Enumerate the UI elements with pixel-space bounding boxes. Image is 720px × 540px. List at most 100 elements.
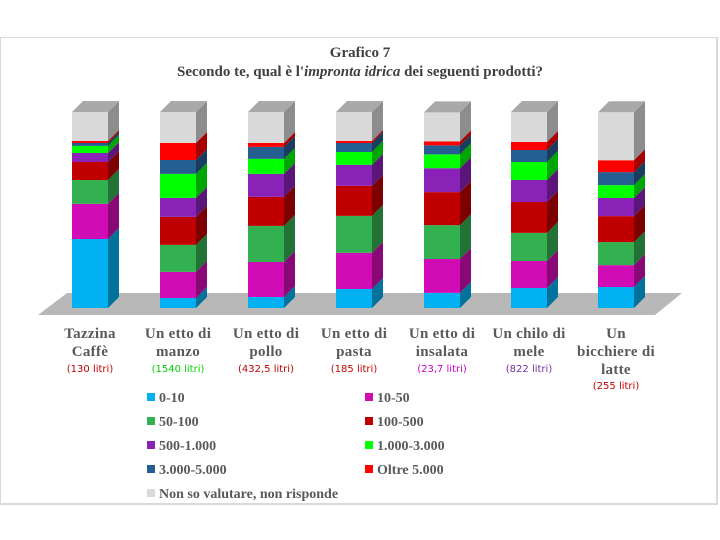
bar-segment-front <box>336 288 372 308</box>
bar-segment-side <box>547 221 558 261</box>
bar-segment-front <box>511 161 547 181</box>
bar-segment-side <box>460 281 471 308</box>
bar-segment-front <box>160 271 196 299</box>
legend-item: 50-100 <box>147 415 199 431</box>
bar-segment-front <box>72 161 108 181</box>
legend-swatch-icon <box>147 465 155 473</box>
bar-segment-side <box>196 287 207 308</box>
chart-title-line2: Secondo te, qual è l'impronta idrica dei… <box>0 63 720 82</box>
category-label: Tazzina Caffè <box>40 325 140 361</box>
bar-segment-front <box>511 180 547 202</box>
legend-swatch-icon <box>147 417 155 425</box>
chart-title: Grafico 7 Secondo te, qual è l'impronta … <box>0 44 720 82</box>
bar-segment-side <box>372 131 383 152</box>
bar-segment-front <box>160 197 196 217</box>
bar-segment-front <box>598 265 634 288</box>
bar-segment-side <box>547 277 558 308</box>
bar-segment-side <box>372 277 383 308</box>
bar-segment-front <box>598 198 634 217</box>
bar-segment-side <box>284 131 295 147</box>
legend-swatch-icon <box>365 417 373 425</box>
bar-segment-front <box>160 142 196 161</box>
bar-segment-side <box>547 150 558 181</box>
bar-segment-front <box>160 112 196 143</box>
bar-segment-front <box>160 298 196 308</box>
bar-segment-side <box>196 101 207 143</box>
bar-segment-front <box>424 259 460 293</box>
bar-segment-side <box>108 228 119 308</box>
category-label-line: mele <box>513 344 545 360</box>
bar-segment-front <box>336 112 372 142</box>
bar-segment-front <box>424 192 460 226</box>
bar-segment-side <box>284 286 295 308</box>
bar-segment-front <box>424 154 460 169</box>
legend-item: 3.000-5.000 <box>147 463 227 479</box>
bar-segment-side <box>372 174 383 216</box>
category-label-line: pollo <box>249 344 283 360</box>
bar-segment-side <box>634 187 645 217</box>
bar-segment-side <box>108 141 119 162</box>
bar-segment-front <box>72 112 108 142</box>
bar-segment-front <box>511 150 547 162</box>
bar-segment-front <box>160 244 196 272</box>
legend-item: Oltre 5.000 <box>365 463 444 479</box>
bar-top <box>160 101 207 112</box>
bar-segment-front <box>248 261 284 298</box>
bar-segment-front <box>598 287 634 308</box>
bar-segment-side <box>460 130 471 146</box>
legend-item: 500-1.000 <box>147 439 216 455</box>
bar-segment-front <box>511 288 547 308</box>
legend-label: 50-100 <box>159 415 199 430</box>
chart-title-line1: Grafico 7 <box>329 45 391 61</box>
bar-segment-front <box>248 173 284 197</box>
bar-segment-side <box>196 186 207 217</box>
legend-swatch-icon <box>365 393 373 401</box>
bar-segment-front <box>424 141 460 146</box>
legend-label: 1.000-3.000 <box>377 439 445 454</box>
bar-segment-front <box>72 203 108 240</box>
legend-swatch-icon <box>365 441 373 449</box>
category-label-line: latte <box>601 362 631 378</box>
category-label-line: Un <box>606 326 626 342</box>
bar-segment-front <box>598 160 634 173</box>
bar-segment-side <box>547 249 558 289</box>
bar-segment-side <box>372 204 383 253</box>
bar-segment-side <box>460 134 471 155</box>
bar-top <box>424 101 471 113</box>
category-label: Un etto di manzo <box>128 325 228 361</box>
litri-annotation: (432,5 litri) <box>238 364 294 375</box>
bar-segment-front <box>511 260 547 289</box>
bar-segment-front <box>160 216 196 245</box>
legend-label: 100-500 <box>377 415 424 430</box>
litri-annotation: (255 litri) <box>592 381 640 392</box>
legend-label: 500-1.000 <box>159 439 217 454</box>
bar-segment-side <box>284 135 295 159</box>
litri-annotation: (23,7 litri) <box>417 364 467 375</box>
bar-segment-side <box>108 169 119 204</box>
bars-group <box>72 101 645 308</box>
legend-label: 3.000-5.000 <box>159 463 227 478</box>
bar-segment-side <box>547 130 558 151</box>
bar-segment-front <box>72 152 108 162</box>
legend-label: 10-50 <box>377 391 410 406</box>
title-text-post: dei seguenti prodotti? <box>400 64 543 80</box>
bar-segment-front <box>598 242 634 266</box>
bar-segment-side <box>547 139 558 162</box>
litri-annotation: (1540 litri) <box>151 364 205 375</box>
bar-segment-front <box>248 112 284 143</box>
bar-segment-side <box>634 276 645 308</box>
bar-segment-front <box>511 232 547 261</box>
bar-segment-side <box>372 140 383 165</box>
bar-top <box>336 101 383 112</box>
bar-segment-front <box>72 145 108 153</box>
bar-segment-front <box>511 112 547 142</box>
bar-segment-side <box>460 143 471 169</box>
bar-segment-side <box>284 214 295 262</box>
bar-segment-side <box>372 130 383 143</box>
category-label: Un etto di pasta <box>304 325 404 361</box>
bar-segment-side <box>284 101 295 143</box>
bar-segment-side <box>108 192 119 240</box>
bar-segment-side <box>460 248 471 293</box>
bar-segment-front <box>424 112 460 142</box>
bar-segment-side <box>634 254 645 288</box>
